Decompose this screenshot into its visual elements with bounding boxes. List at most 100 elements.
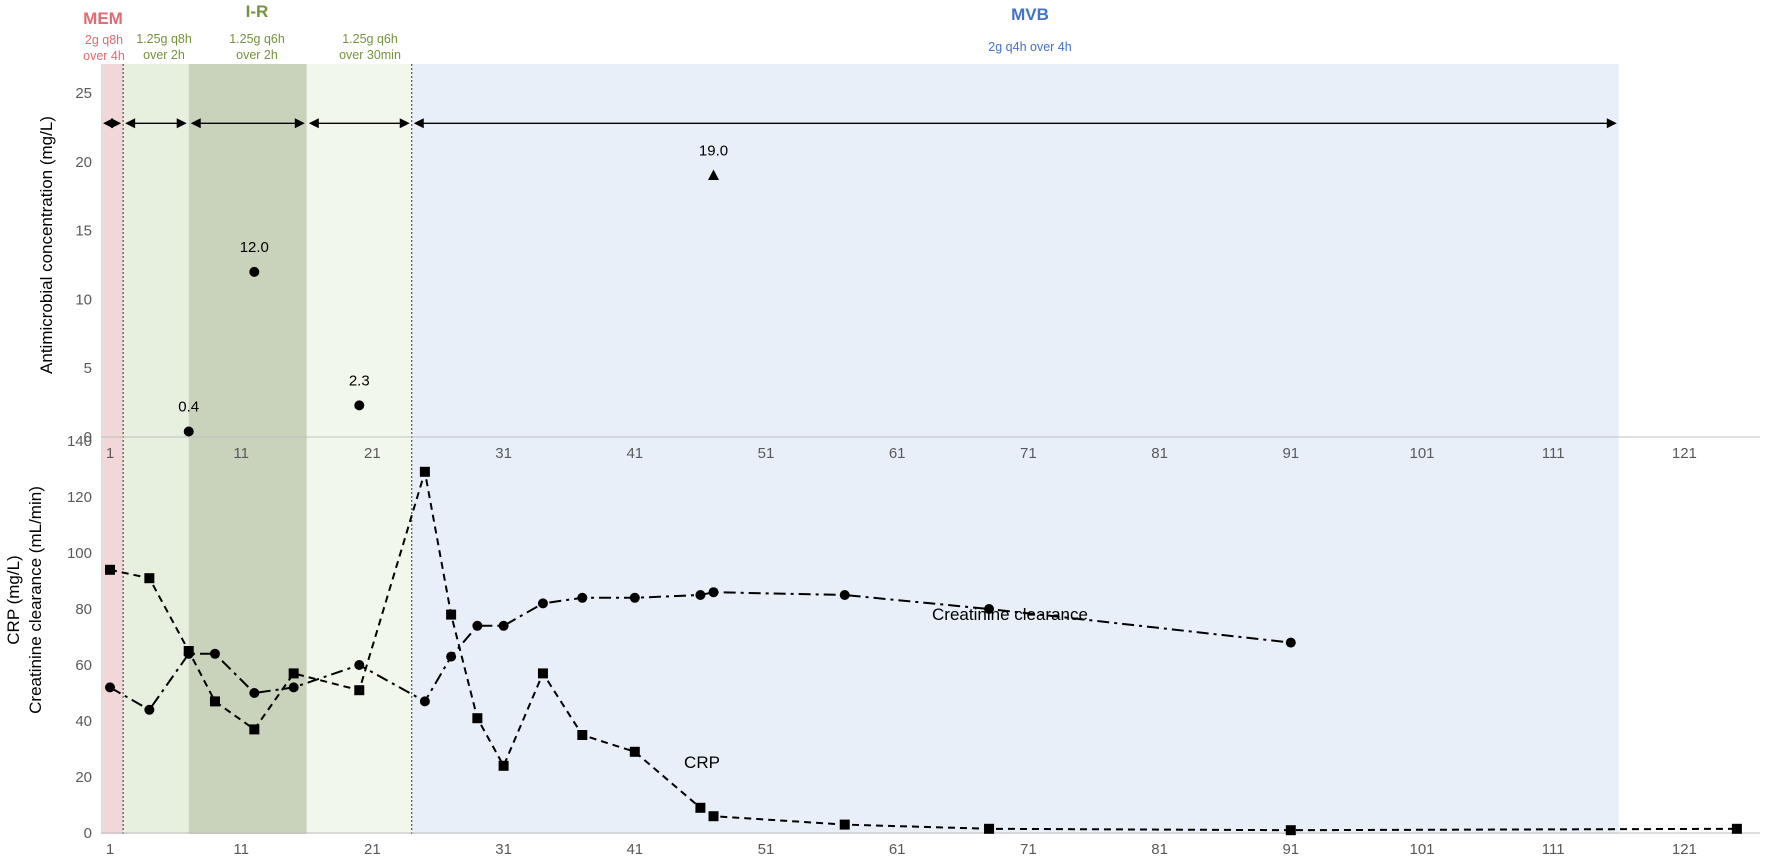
crp-creatinine-y-tick-label: 40 <box>75 713 92 730</box>
dosing-duration-arrows <box>103 118 1617 129</box>
ir-label: I-R <box>246 2 269 21</box>
mem-dose-line2: over 4h <box>83 49 125 63</box>
ir-q8h-band <box>123 64 189 834</box>
ir-band2-line1: 1.25g q6h <box>229 32 285 46</box>
concentration-y-tick-label: 15 <box>75 223 92 240</box>
crp-creatinine-y-tick-label: 100 <box>67 545 92 562</box>
dose-arrow-1 <box>103 118 122 129</box>
crp-point <box>1285 825 1296 836</box>
creatinine-clearance-point <box>537 598 548 609</box>
creatinine-clearance-point <box>472 620 483 631</box>
concentration-triangle-point <box>708 169 720 181</box>
series-lines <box>109 471 1737 832</box>
crp-creatinine-x-tick-label: 61 <box>889 841 906 858</box>
ir-q6h-30min-band <box>306 64 412 834</box>
creatinine-clearance-point <box>288 682 299 693</box>
creatinine-clearance-series-label: Creatinine clearance <box>932 605 1088 624</box>
crp-point <box>537 668 548 679</box>
creatinine-clearance-point <box>209 648 220 659</box>
creatinine-clearance-point <box>419 696 430 707</box>
creatinine-clearance-point <box>498 620 509 631</box>
concentration-x-tick-label: 121 <box>1672 445 1697 462</box>
dose-arrow-5-head-right <box>1606 118 1617 129</box>
period-dividers <box>122 64 413 834</box>
ir-band3-line1: 1.25g q6h <box>342 32 398 46</box>
crp-creatinine-y-tick-label: 20 <box>75 769 92 786</box>
crp-point <box>708 811 719 822</box>
creatinine-clearance-point <box>249 688 260 698</box>
dose-arrow-4-head-left <box>308 118 319 129</box>
ir-band1-line1: 1.25g q8h <box>136 32 192 46</box>
concentration-x-tick-label: 41 <box>626 445 643 462</box>
crp-point <box>446 609 457 620</box>
concentration-circle-point <box>354 400 365 411</box>
concentration-x-tick-label: 91 <box>1282 445 1299 462</box>
concentration-x-tick-label: 21 <box>364 445 381 462</box>
series-markers <box>105 466 1742 836</box>
concentration-y-tick-label: 25 <box>75 85 92 102</box>
dose-arrow-2-head-left <box>125 118 136 129</box>
dose-arrow-1-head-right <box>111 118 122 129</box>
concentration-y-tick-label: 0 <box>84 429 92 446</box>
concentration-y-tick-label: 20 <box>75 154 92 171</box>
creatinine-clearance-point <box>446 651 457 662</box>
concentration-x-tick-label: 111 <box>1542 445 1565 462</box>
crp-series-label: CRP <box>684 753 720 772</box>
concentration-x-tick-label: 1 <box>106 445 114 462</box>
dose-arrow-5-head-left <box>413 118 424 129</box>
creatinine-clearance-point <box>839 590 850 600</box>
mem-band <box>101 64 124 834</box>
crp-point <box>249 724 260 735</box>
mvb-label: MVB <box>1011 5 1049 24</box>
concentration-x-tick-label: 81 <box>1151 445 1168 462</box>
ir-band1-line2: over 2h <box>143 48 185 62</box>
ir-q6h-2h-band <box>188 64 307 834</box>
concentration-points: 0.4 12.0 2.3 19.0 <box>178 143 728 437</box>
crp-point <box>629 746 640 757</box>
crp-point <box>209 696 220 707</box>
ir-band2-line2: over 2h <box>236 48 278 62</box>
crp-point <box>419 466 430 477</box>
crp-creatinine-x-tick-label: 121 <box>1672 841 1697 858</box>
concentration-x-tick-label: 61 <box>889 445 906 462</box>
crp-creatinine-y-tick-label: 120 <box>67 489 92 506</box>
crp-point <box>984 823 995 834</box>
crp-point <box>354 685 365 696</box>
crp-creatinine-x-tick-label: 91 <box>1282 841 1299 858</box>
concentration-x-tick-label: 51 <box>758 445 775 462</box>
crp-creatinine-x-tick-label: 1 <box>106 841 114 858</box>
crp-creatinine-x-tick-label: 51 <box>758 841 775 858</box>
concentration-circle-point <box>183 426 194 437</box>
concentration-y-tick-label: 5 <box>84 360 92 377</box>
crp-creatinine-x-tick-label: 11 <box>233 841 249 858</box>
concentration-data-label: 0.4 <box>178 398 199 415</box>
crp-creatinine-x-tick-label: 71 <box>1020 841 1037 858</box>
dose-arrow-1-head-left <box>103 118 113 129</box>
ir-band3-line2: over 30min <box>339 48 401 62</box>
creatinine-clearance-point <box>629 592 640 603</box>
crp-point <box>577 730 588 740</box>
crp-creatinine-x-tick-label: 111 <box>1542 841 1565 858</box>
crp-ylabel: CRP (mg/L) <box>4 555 23 644</box>
dose-arrow-3-head-right <box>294 118 305 129</box>
crp-creatinine-x-tick-label: 81 <box>1151 841 1168 858</box>
concentration-data-label: 2.3 <box>349 372 370 389</box>
crp-creatinine-x-tick-label: 21 <box>364 841 381 858</box>
crp-creatinine-x-tick-label: 41 <box>626 841 643 858</box>
mem-label: MEM <box>83 9 123 28</box>
mvb-band <box>411 64 1619 834</box>
crp-creatinine-x-tick-label: 31 <box>495 841 512 858</box>
concentration-data-label: 19.0 <box>699 143 728 160</box>
crp-point <box>288 668 299 679</box>
creatinine-clearance-point <box>144 704 155 715</box>
concentration-y-tick-label: 10 <box>75 291 92 308</box>
crp-point <box>472 713 483 724</box>
dose-arrow-3 <box>190 118 305 129</box>
creatinine-clearance-point <box>1285 637 1296 648</box>
crp-point <box>695 802 706 813</box>
mem-dose-line1: 2g q8h <box>85 33 123 47</box>
creatinine-clearance-point <box>695 590 706 600</box>
